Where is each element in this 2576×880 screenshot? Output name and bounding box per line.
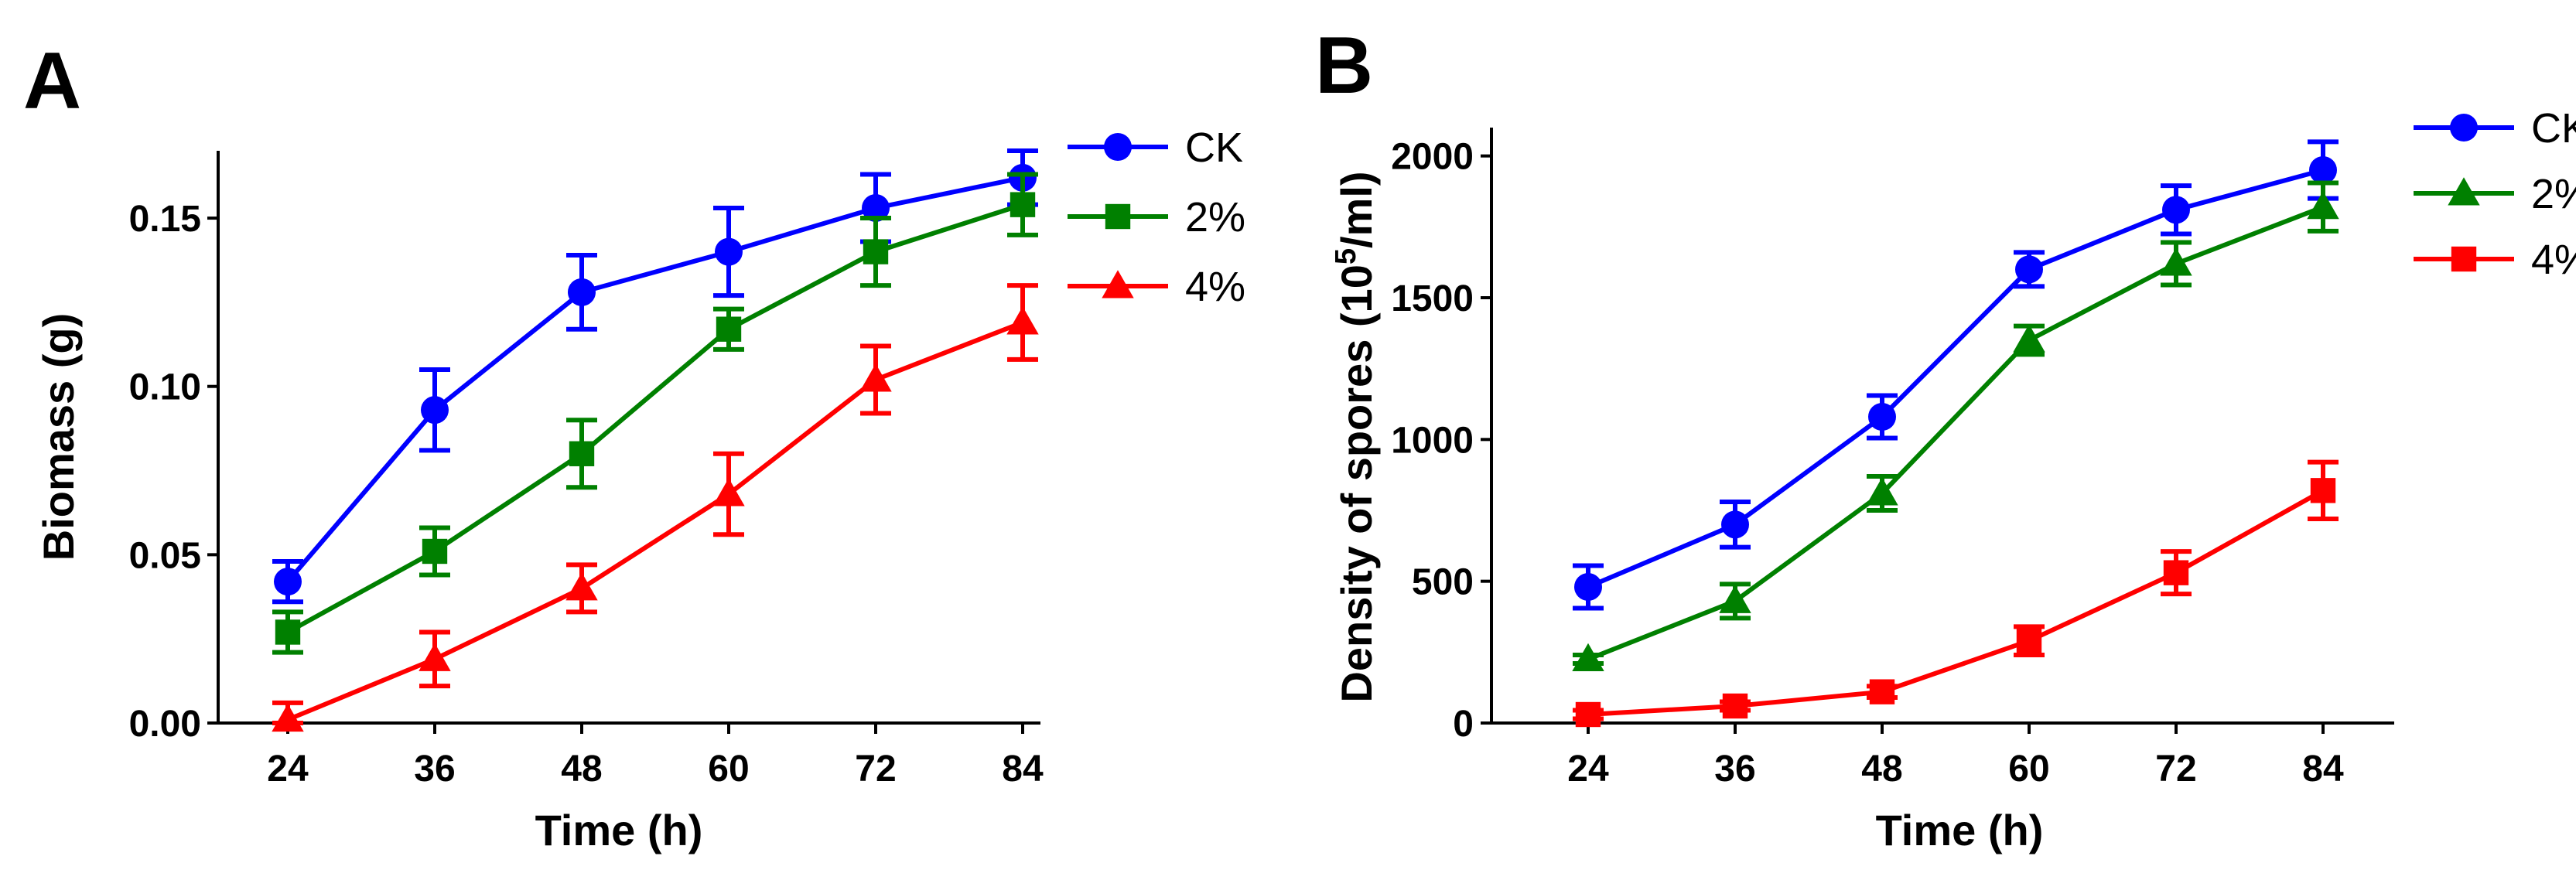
series-2pct: [1572, 180, 2339, 672]
legend-entry: 2%: [1068, 194, 1245, 240]
legend-marker: [2450, 114, 2478, 142]
legend-marker: [1105, 203, 1131, 230]
x-tick-label: 72: [2155, 749, 2196, 790]
data-point: [859, 363, 892, 392]
data-point: [1006, 306, 1039, 335]
panel-letter: A: [23, 36, 81, 126]
data-point: [2310, 478, 2336, 503]
series-line: [1587, 204, 2325, 662]
legend-marker: [2448, 177, 2480, 206]
y-tick-label: 0.00: [129, 704, 201, 745]
y-axis-label: Biomass (g): [34, 313, 83, 561]
data-point: [2160, 247, 2192, 276]
data-point: [1575, 701, 1601, 728]
x-tick-label: 24: [267, 749, 309, 790]
legend-marker: [1102, 270, 1134, 298]
y-tick-label: 1000: [1391, 420, 1474, 461]
legend-entry: CK: [2414, 105, 2576, 152]
data-point: [712, 478, 745, 507]
data-point: [1721, 510, 1749, 539]
y-tick-label: 0: [1453, 704, 1474, 745]
x-tick-label: 72: [855, 749, 896, 790]
y-tick-label: 0.15: [129, 199, 201, 240]
x-tick-label: 60: [2008, 749, 2049, 790]
data-point: [2307, 190, 2339, 220]
x-tick-label: 84: [2302, 749, 2344, 790]
data-point: [716, 316, 742, 342]
panel-b: B 0 500 1000 1500 2000 24 36 48 60 72 84 Time (h) Den…: [1315, 21, 2576, 854]
series-ck: [1573, 139, 2339, 611]
data-point: [1719, 585, 1751, 613]
x-axis-label: Time (h): [535, 806, 703, 854]
data-point: [565, 572, 598, 601]
legend-label: 4%: [2531, 237, 2576, 283]
x-tick-label: 60: [708, 749, 749, 790]
data-point: [1866, 477, 1898, 506]
legend-label: CK: [1185, 124, 1243, 171]
x-tick-label: 24: [1567, 749, 1609, 790]
data-point: [2013, 324, 2045, 353]
legend-label: CK: [2531, 105, 2576, 152]
legend-label: 2%: [1185, 194, 1245, 240]
data-point: [275, 619, 301, 645]
x-tick-label: 84: [1002, 749, 1044, 790]
legend-label: 2%: [2531, 171, 2576, 217]
series-4pct: [272, 283, 1039, 732]
x-axis-label: Time (h): [1876, 806, 2044, 854]
data-point: [419, 643, 451, 671]
legend-entry: CK: [1068, 124, 1243, 171]
data-point: [272, 703, 304, 732]
data-point: [2162, 196, 2190, 224]
panel-letter: B: [1315, 21, 1373, 111]
y-axis-label: Density of spores (105/ml): [1330, 171, 1381, 702]
y-tick-label: 1500: [1391, 278, 1474, 319]
x-tick-label: 48: [561, 749, 602, 790]
series-line: [1587, 168, 2324, 589]
x-tick-label: 36: [414, 749, 455, 790]
x-tick-label: 36: [1714, 749, 1755, 790]
data-point: [715, 237, 743, 266]
data-point: [569, 441, 595, 466]
legend-marker: [2451, 246, 2477, 272]
y-tick-label: 0.05: [129, 535, 201, 576]
legend-entry: 4%: [2414, 237, 2576, 283]
data-point: [1574, 573, 1602, 601]
data-point: [1868, 403, 1896, 431]
y-axis-label-superscript: 5: [1330, 248, 1362, 264]
data-point: [1010, 192, 1036, 217]
data-point: [1869, 679, 1895, 704]
series-line: [286, 320, 1024, 722]
series-ck: [272, 148, 1038, 605]
y-tick-label: 2000: [1391, 137, 1474, 178]
y-axis-label-unit: /ml): [1332, 171, 1381, 248]
x-tick-label: 48: [1861, 749, 1902, 790]
series-4pct: [1573, 459, 2339, 728]
data-point: [274, 568, 302, 596]
series-line: [285, 175, 1023, 584]
data-point: [2163, 560, 2189, 585]
data-point: [1722, 693, 1748, 719]
data-point: [862, 194, 890, 222]
series-line: [286, 202, 1023, 635]
data-point: [2016, 628, 2042, 653]
data-point: [568, 278, 596, 306]
y-tick-label: 0.10: [129, 367, 201, 408]
y-axis-label-main: Density of spores (10: [1332, 264, 1381, 702]
data-point: [2309, 156, 2337, 184]
series-line: [1587, 488, 2325, 717]
legend-entry: 4%: [1068, 264, 1245, 310]
legend-entry: 2%: [2414, 171, 2576, 217]
legend-label: 4%: [1185, 264, 1245, 310]
data-point: [2015, 255, 2043, 284]
data-point: [863, 239, 889, 264]
y-tick-label: 500: [1412, 562, 1474, 603]
data-point: [1572, 643, 1604, 672]
panel-a: A 0.00 0.05 0.10 0.15 24 36 48 60 72 84 Time (h) Bio…: [23, 36, 1245, 854]
legend-marker: [1104, 133, 1132, 161]
data-point: [421, 396, 449, 425]
series-2pct: [272, 172, 1038, 655]
data-point: [422, 538, 448, 564]
